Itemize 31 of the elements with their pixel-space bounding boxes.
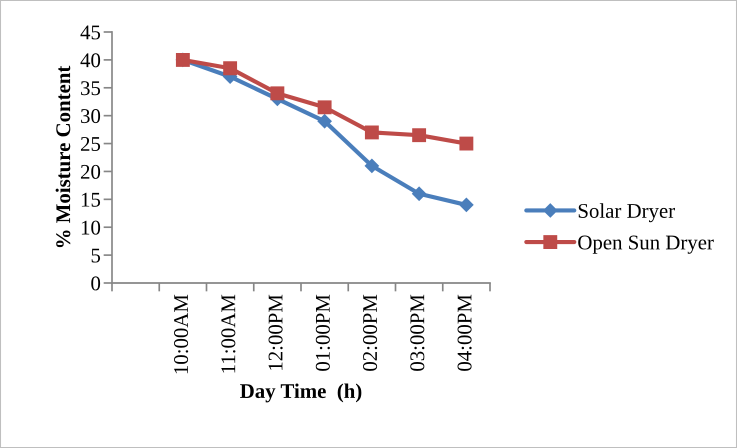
y-tick-label: 30 — [81, 109, 100, 124]
point — [459, 136, 474, 150]
point — [270, 86, 284, 100]
point — [459, 198, 474, 212]
x-tick-label: 01:00PM — [316, 294, 330, 371]
point — [364, 125, 379, 140]
y-tick-label: 20 — [80, 164, 100, 179]
y-tick-label: 10 — [82, 220, 100, 235]
y-tick-label: 25 — [80, 136, 100, 151]
y-tick-label: 45 — [80, 26, 100, 40]
y-tick-label: 5 — [92, 248, 100, 263]
point — [364, 158, 379, 173]
point — [318, 100, 332, 114]
y-tick-label: 35 — [81, 81, 100, 96]
legend-label: Solar Dryer — [578, 203, 675, 222]
point — [412, 186, 426, 201]
x-tick-label: 10:00AM — [174, 294, 188, 374]
point — [223, 61, 238, 76]
y-tick-label: 40 — [80, 53, 100, 68]
point — [318, 114, 332, 128]
x-tick-label: 12:00PM — [268, 294, 283, 370]
y-tick-label: 15 — [82, 192, 100, 207]
y-axis-title: % Moisture Content — [56, 66, 70, 248]
x-tick-label: 03:00PM — [410, 294, 424, 371]
x-tick-label: 11:00AM — [221, 294, 236, 373]
x-tick-label: 02:00PM — [363, 294, 378, 371]
x-axis-title: Day Time (h) — [240, 383, 362, 402]
x-tick-label: 04:00PM — [458, 294, 472, 371]
point — [412, 128, 426, 142]
legend-label: Open Sun Dryer — [578, 236, 714, 254]
y-tick-label: 0 — [91, 276, 100, 290]
